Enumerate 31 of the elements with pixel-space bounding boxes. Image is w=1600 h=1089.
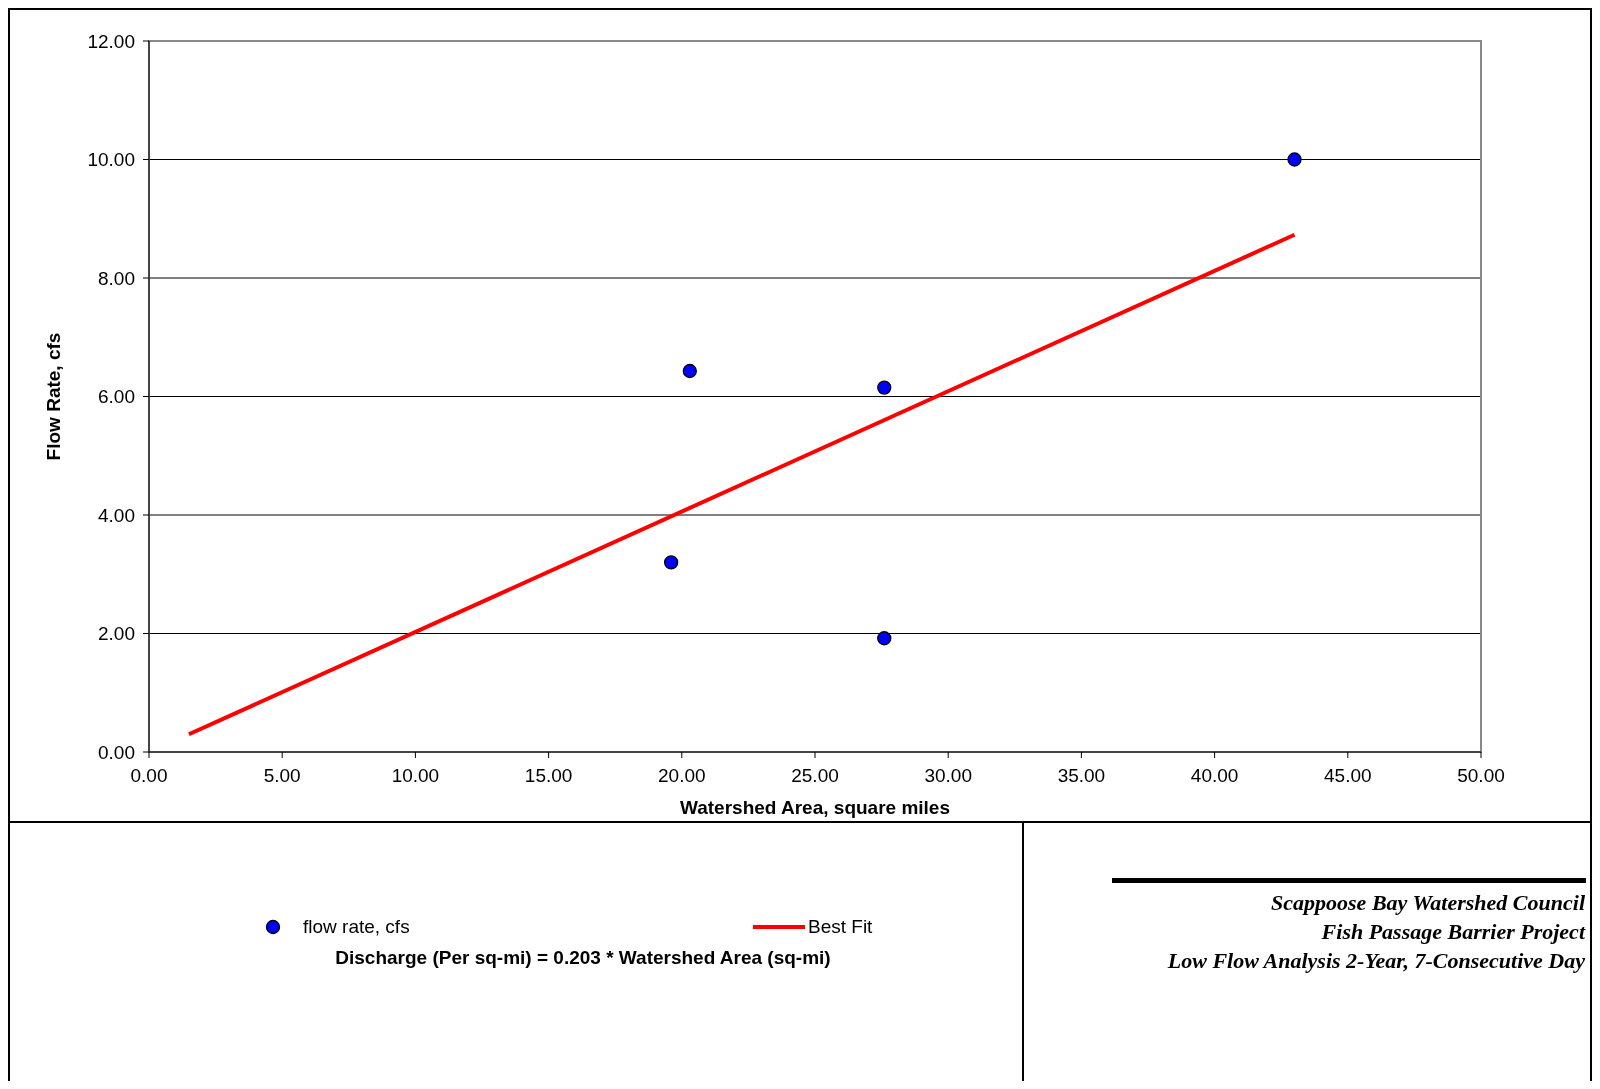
x-tick-label: 45.00 (1324, 765, 1372, 786)
point (663, 555, 679, 570)
x-tick-label: 50.00 (1457, 765, 1505, 786)
point (877, 380, 892, 395)
text: Fish Passage Barrier Project (1320, 919, 1586, 944)
y-tick-label: 8.00 (98, 267, 135, 289)
y-axis-title: Flow Rate, cfs (43, 332, 64, 461)
x-tick-label: 25.00 (791, 765, 839, 786)
x-tick-label: 35.00 (1057, 765, 1106, 786)
y-tick-label: 12.00 (87, 30, 135, 52)
x-tick-label: 20.00 (658, 765, 706, 786)
y-tick-label: 6.00 (98, 386, 135, 408)
x-tick-label: 15.00 (524, 765, 573, 786)
y-tick-label: 10.00 (87, 149, 135, 171)
x-tick-label: 10.00 (391, 765, 440, 786)
point (1287, 152, 1302, 167)
point (877, 631, 892, 646)
text: Discharge (Per sq-mi) = 0.203 * Watershed Area (sq-mi) (335, 947, 831, 968)
x-tick-label: 0.00 (130, 765, 168, 786)
x-axis-title: Watershed Area, square miles (680, 797, 950, 818)
x-tick-label: 40.00 (1190, 765, 1239, 786)
y-tick-label: 4.00 (98, 504, 135, 526)
x-tick-label: 30.00 (924, 765, 972, 786)
y-tick-label: 0.00 (98, 741, 135, 763)
point (682, 363, 697, 379)
y-tick-label: 2.00 (98, 623, 135, 645)
legend-label: Best Fit (808, 916, 874, 937)
text: Scappoose Bay Watershed Council (1271, 890, 1586, 915)
text: Low Flow Analysis 2-Year, 7-Consecutive Day (1166, 948, 1586, 973)
x-tick-label: 5.00 (263, 765, 301, 786)
legend-label: flow rate, cfs (303, 916, 410, 937)
